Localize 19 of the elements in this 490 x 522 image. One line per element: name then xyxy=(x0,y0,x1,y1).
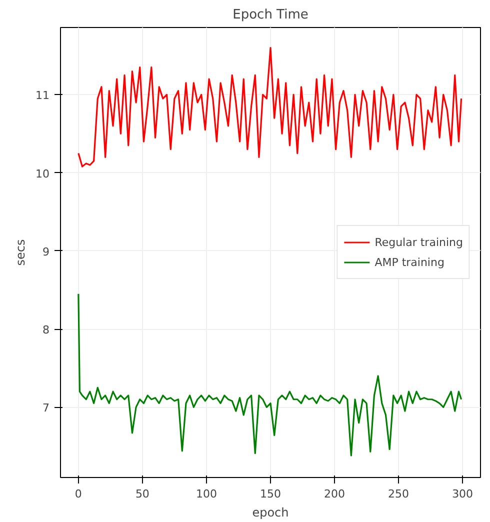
x-axis-title: epoch xyxy=(252,506,289,520)
x-tick-label: 150 xyxy=(260,488,281,500)
legend-label: AMP training xyxy=(374,256,444,268)
x-tick-label: 250 xyxy=(388,488,410,500)
y-tick-label: 11 xyxy=(36,89,50,102)
legend-label: Regular training xyxy=(374,236,463,248)
chart-title: Epoch Time xyxy=(232,8,308,22)
x-tick-label: 200 xyxy=(324,488,346,500)
y-tick-label: 8 xyxy=(42,324,50,337)
y-tick-label: 10 xyxy=(36,167,50,180)
y-tick-label: 9 xyxy=(42,245,50,258)
line-series xyxy=(78,47,462,168)
x-tick-label: 300 xyxy=(452,488,474,500)
y-axis-title: secs xyxy=(14,239,28,266)
y-tick-label: 7 xyxy=(42,402,50,415)
x-tick-label: 0 xyxy=(74,488,82,500)
x-tick-label: 50 xyxy=(135,488,150,500)
line-series xyxy=(78,293,462,456)
x-tick-label: 100 xyxy=(196,488,217,500)
